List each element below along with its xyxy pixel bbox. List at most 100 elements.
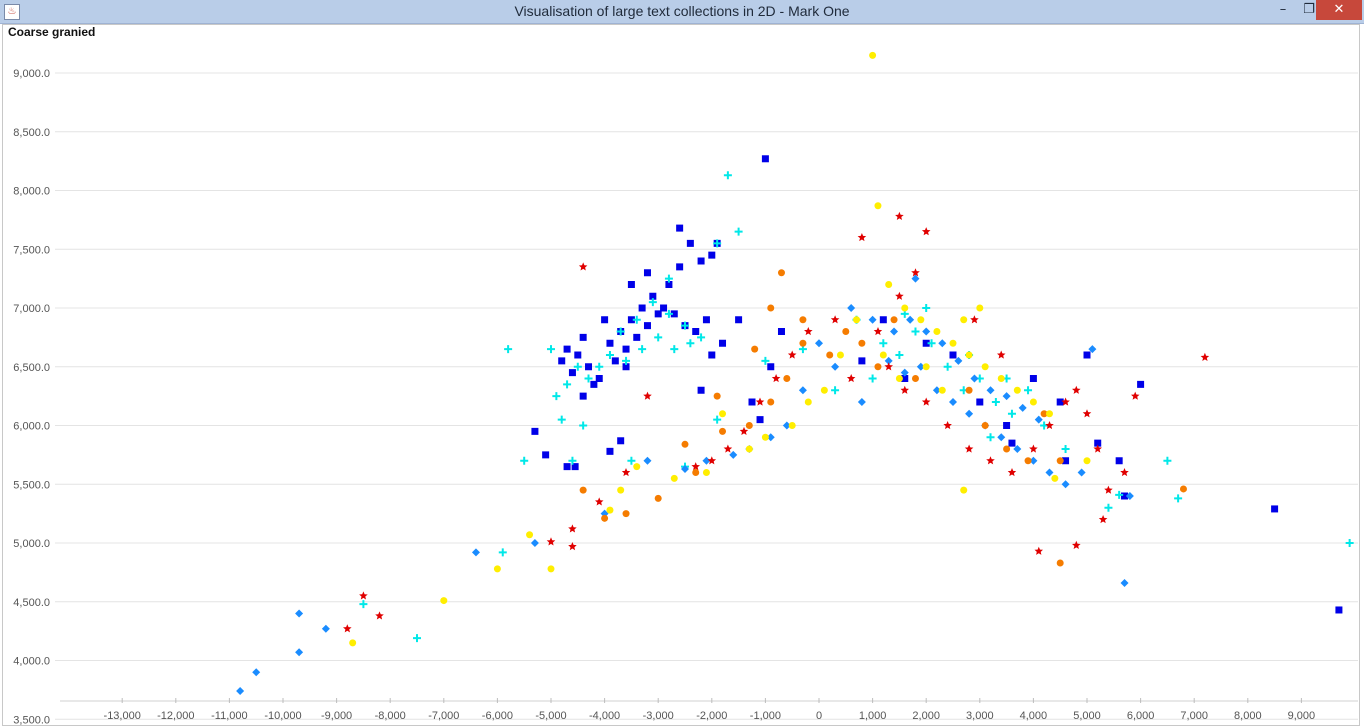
orange-circles-point: [842, 328, 850, 335]
cyan-plus-point: [761, 356, 770, 365]
red-stars-point: [1029, 444, 1038, 453]
azure-diamonds-point: [1077, 468, 1086, 477]
red-stars-point: [1007, 468, 1017, 477]
cyan-plus-point: [1163, 456, 1172, 465]
blue-squares-point: [756, 416, 764, 424]
orange-circles-point: [622, 510, 630, 518]
azure-diamonds-point: [1120, 578, 1129, 587]
azure-diamonds-point: [1013, 445, 1022, 453]
window-titlebar[interactable]: ♨ Visualisation of large text collection…: [0, 0, 1364, 24]
blue-squares-point: [654, 310, 662, 318]
red-stars-point: [1072, 540, 1081, 549]
blue-squares-point: [1029, 375, 1037, 382]
y-tick-label: 3,500.0: [13, 714, 50, 726]
blue-squares-point: [748, 398, 756, 406]
cyan-plus-point: [943, 362, 952, 371]
blue-squares-point: [708, 251, 716, 259]
red-stars-point: [787, 350, 797, 359]
yellow-circles-point: [965, 351, 973, 359]
cyan-plus-point: [697, 333, 706, 342]
maximize-button[interactable]: ❐: [1303, 2, 1315, 17]
orange-circles-point: [692, 469, 700, 476]
yellow-circles-point: [933, 328, 941, 335]
yellow-circles-point: [981, 363, 989, 371]
red-stars-point: [739, 426, 749, 435]
blue-squares-point: [879, 316, 887, 324]
yellow-circles-point: [745, 445, 753, 453]
close-button[interactable]: ✕: [1316, 0, 1362, 20]
yellow-circles-point: [885, 281, 893, 288]
red-stars-point: [771, 374, 781, 383]
cyan-plus-point: [627, 456, 636, 465]
blue-squares-point: [692, 328, 700, 335]
blue-squares-point: [643, 269, 651, 277]
azure-diamonds-point: [884, 356, 893, 365]
orange-circles-point: [890, 316, 898, 324]
orange-circles-point: [681, 440, 689, 448]
blue-squares-point: [1056, 398, 1064, 406]
blue-squares-point: [949, 351, 957, 359]
blue-squares-point: [627, 281, 635, 288]
orange-circles-point: [911, 375, 919, 382]
yellow-circles-point: [1013, 386, 1021, 394]
orange-circles-point: [1003, 445, 1011, 453]
orange-circles-point: [767, 304, 775, 312]
red-stars-point: [1200, 352, 1210, 361]
blue-squares-point: [665, 281, 673, 288]
blue-squares-point: [676, 224, 684, 232]
java-icon[interactable]: ♨: [4, 4, 20, 20]
red-stars-point: [691, 462, 700, 471]
cyan-plus-point: [670, 345, 679, 354]
blue-squares-point: [633, 333, 641, 341]
blue-squares-point: [643, 322, 651, 330]
blue-squares-point: [585, 363, 593, 371]
cyan-plus-point: [991, 398, 1000, 406]
azure-diamonds-point: [847, 304, 856, 312]
x-tick-label: -8,000: [375, 710, 406, 722]
x-tick-label: -10,000: [264, 710, 301, 722]
yellow-circles-point: [869, 51, 877, 59]
azure-diamonds-point: [643, 456, 652, 465]
cyan-plus-point: [895, 351, 904, 359]
cyan-plus-point: [605, 351, 614, 359]
azure-diamonds-point: [997, 433, 1006, 442]
data-points: [236, 51, 1354, 696]
azure-diamonds-point: [782, 421, 791, 430]
cyan-plus-point: [1115, 490, 1124, 499]
red-stars-point: [884, 362, 893, 371]
yellow-circles-point: [349, 639, 357, 647]
yellow-circles-point: [1051, 474, 1059, 482]
cyan-plus-point: [1007, 409, 1016, 418]
azure-diamonds-point: [986, 386, 995, 395]
x-tick-label: 0: [816, 710, 822, 722]
azure-diamonds-point: [1034, 415, 1043, 424]
red-stars-point: [964, 444, 974, 453]
yellow-circles-point: [526, 531, 534, 539]
orange-circles-point: [777, 269, 785, 277]
cyan-plus-point: [552, 392, 561, 401]
red-stars-point: [943, 421, 952, 430]
cyan-plus-point: [573, 362, 582, 371]
orange-circles-point: [1024, 457, 1032, 465]
blue-squares-point: [531, 427, 539, 435]
axes: 3,500.0 4,000.0 4,500.0 5,000.0 5,500.0 6,000…: [13, 68, 1358, 726]
blue-squares-point: [719, 339, 727, 347]
red-stars-point: [578, 262, 588, 271]
red-stars-point: [723, 444, 733, 453]
azure-diamonds-point: [938, 339, 947, 348]
orange-circles-point: [745, 422, 753, 429]
orange-circles-point: [1056, 457, 1064, 465]
red-stars-point: [359, 591, 368, 600]
red-stars-point: [921, 397, 931, 406]
orange-circles-point: [579, 486, 587, 494]
minimize-button[interactable]: –: [1279, 2, 1287, 17]
red-stars-point: [343, 624, 352, 633]
cyan-plus-point: [1061, 445, 1070, 453]
yellow-circles-point: [895, 375, 903, 382]
cyan-plus-point: [868, 374, 877, 383]
x-tick-label: -12,000: [157, 710, 194, 722]
cyan-plus-point: [879, 339, 888, 348]
azure-diamonds-point: [916, 362, 925, 371]
azure-diamonds-point: [729, 450, 738, 459]
